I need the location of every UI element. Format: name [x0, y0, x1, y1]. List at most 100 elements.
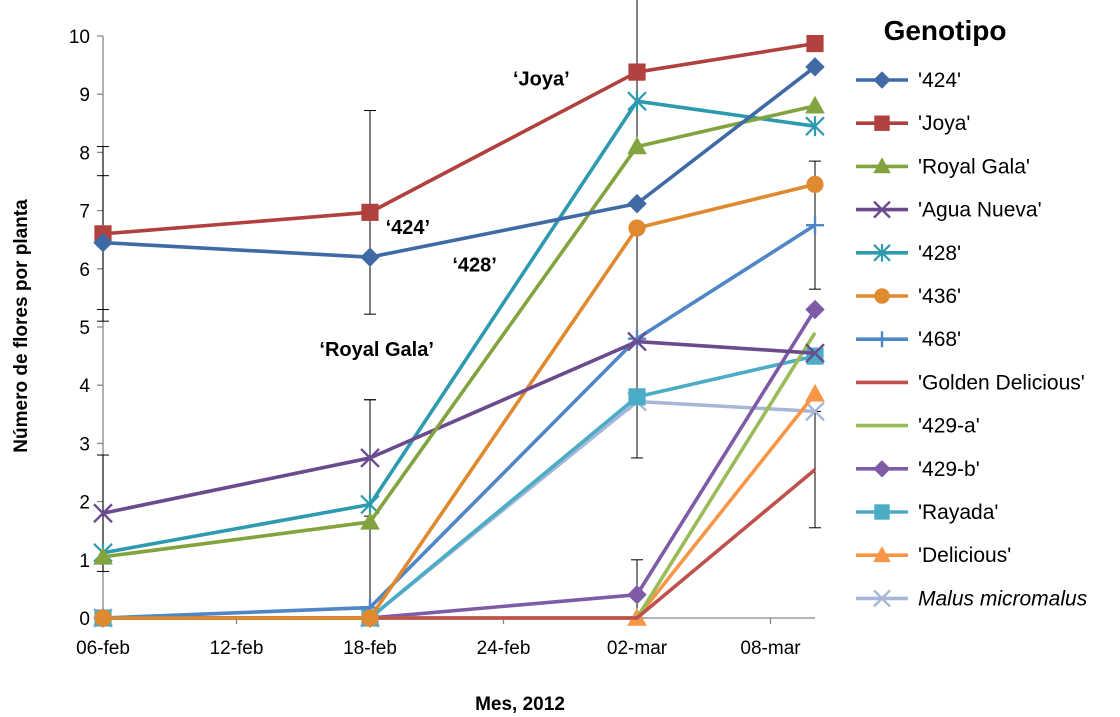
y-tick-label: 5	[79, 318, 90, 339]
legend-marker	[873, 460, 891, 478]
y-tick-label: 9	[79, 85, 90, 106]
data-point	[627, 331, 647, 352]
legend-item: 'Joya'	[856, 112, 970, 135]
annotation-label: ‘Royal Gala’	[319, 339, 434, 361]
legend: '424' 'Joya' 'Royal Gala' 'Agua Nueva' '428'…	[856, 69, 1088, 610]
data-point	[805, 57, 825, 77]
data-point	[360, 247, 380, 267]
legend-marker	[873, 546, 891, 563]
x-tick-label: 06-feb	[76, 638, 130, 659]
annotations: ‘Joya’ ‘424’ ‘428’ ‘Royal Gala’	[319, 68, 569, 361]
data-point	[628, 219, 646, 237]
series-line	[102, 223, 816, 620]
legend-marker	[874, 504, 890, 520]
series-line	[102, 339, 816, 516]
legend-marker	[873, 200, 891, 219]
data-point	[806, 34, 824, 53]
y-tick-label: 10	[69, 27, 90, 48]
data-point	[360, 448, 380, 468]
data-point	[361, 203, 379, 221]
data-point	[93, 503, 113, 524]
legend-label: '429-b'	[918, 458, 980, 481]
legend-item: '468'	[856, 328, 961, 351]
legend-label: 'Golden Delicious'	[918, 371, 1085, 394]
data-point	[628, 329, 646, 348]
legend-label: '424'	[918, 69, 961, 92]
data-point	[805, 401, 825, 422]
data-point	[627, 585, 647, 605]
data-point	[628, 63, 646, 81]
legend-item: Malus micromalus	[856, 587, 1088, 610]
legend-item: '424'	[856, 69, 961, 92]
data-point	[94, 609, 112, 627]
series-line	[102, 65, 817, 259]
data-point	[805, 383, 825, 402]
annotation-label: ‘Joya’	[513, 68, 570, 90]
y-tick-label: 7	[79, 202, 90, 223]
legend-label: 'Delicious'	[918, 544, 1011, 567]
legend-item: 'Golden Delicious'	[856, 371, 1085, 394]
y-tick-label: 4	[79, 376, 90, 397]
series-line	[103, 399, 816, 620]
data-point	[805, 343, 825, 364]
y-tick-label: 3	[79, 434, 90, 455]
x-tick-label: 12-feb	[210, 638, 264, 659]
legend-label: '436'	[918, 285, 961, 308]
data-point	[805, 299, 825, 320]
series-line	[103, 331, 817, 620]
series-line	[102, 41, 816, 236]
legend-marker	[874, 115, 890, 131]
series-line	[102, 104, 816, 559]
legend-label: 'Agua Nueva'	[918, 199, 1042, 222]
legend-marker	[873, 157, 891, 174]
y-tick-label: 8	[79, 143, 90, 164]
axes: 0 1 2 3 4 5 6 7 8 9 10 06-feb 12-feb 18-feb 24-feb 02-m…	[69, 27, 815, 659]
legend-label: '468'	[918, 328, 961, 351]
data-point	[627, 193, 647, 214]
legend-marker	[873, 244, 891, 262]
legend-label: Malus micromalus	[918, 587, 1088, 610]
annotation-label: ‘428’	[452, 255, 496, 277]
data-point	[360, 511, 380, 530]
legend-label: '429-a'	[918, 415, 980, 438]
legend-label: '428'	[918, 242, 961, 265]
y-tick-label: 6	[79, 260, 90, 281]
data-point	[93, 546, 113, 565]
legend-item: '429-a'	[856, 415, 980, 438]
x-axis-title: Mes, 2012	[475, 694, 565, 715]
series-line	[103, 182, 816, 620]
data-point	[627, 91, 647, 112]
x-tick-label: 24-feb	[477, 638, 531, 659]
legend-label: 'Joya'	[918, 112, 970, 135]
legend-item: 'Rayada'	[856, 501, 998, 524]
data-point	[361, 609, 379, 627]
data-point	[627, 136, 647, 155]
x-tick-label: 18-feb	[343, 638, 397, 659]
data-point	[806, 347, 824, 365]
legend-label: 'Rayada'	[918, 501, 998, 524]
series-line	[102, 99, 816, 555]
legend-marker	[873, 71, 891, 89]
legend-item: '436'	[856, 285, 961, 308]
x-tick-label: 08-mar	[740, 638, 801, 659]
data-point	[806, 216, 824, 235]
x-tick-label: 02-mar	[607, 638, 668, 659]
legend-item: 'Agua Nueva'	[856, 199, 1042, 222]
legend-marker	[873, 589, 891, 608]
legend-label: 'Royal Gala'	[918, 155, 1030, 178]
legend-item: 'Delicious'	[856, 544, 1011, 567]
legend-item: 'Royal Gala'	[856, 155, 1030, 178]
legend-item: '428'	[856, 242, 961, 265]
legend-title: Genotipo	[884, 15, 1007, 46]
data-point	[93, 232, 113, 253]
data-point	[805, 116, 825, 137]
y-tick-label: 0	[79, 609, 90, 630]
series-lines	[93, 34, 825, 628]
y-axis-title: Número de flores por planta	[11, 199, 32, 453]
y-tick-label: 2	[79, 493, 90, 514]
data-point	[805, 95, 825, 114]
data-point	[806, 175, 824, 194]
series-line	[103, 308, 817, 620]
legend-marker	[874, 331, 890, 348]
